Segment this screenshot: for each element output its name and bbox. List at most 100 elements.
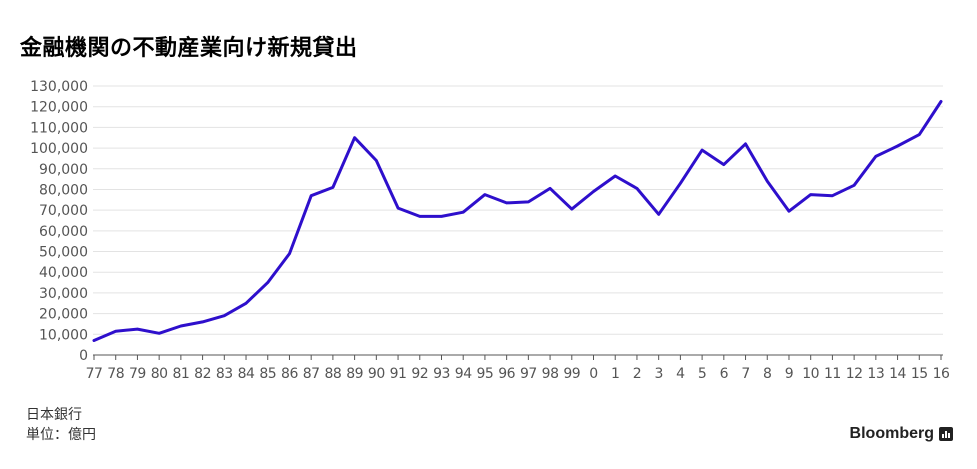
- data-point: [396, 206, 400, 210]
- data-point: [266, 281, 269, 284]
- chart-title: 金融機関の不動産業向け新規貸出: [20, 36, 358, 61]
- data-point: [331, 186, 335, 189]
- data-point: [700, 148, 704, 152]
- data-point: [288, 252, 291, 255]
- x-tick-label: 79: [129, 366, 146, 382]
- brand-logo: Bloomberg: [850, 425, 953, 443]
- data-point: [592, 190, 595, 193]
- x-tick-label: 8: [763, 366, 771, 382]
- x-tick-label: 77: [86, 366, 103, 382]
- data-point: [548, 187, 552, 190]
- data-point: [309, 194, 313, 197]
- x-tick-label: 84: [238, 366, 255, 382]
- data-point: [679, 182, 682, 185]
- x-tick-label: 82: [194, 366, 211, 382]
- data-point: [136, 327, 139, 331]
- data-point: [375, 159, 378, 162]
- x-tick-label: 98: [542, 366, 559, 382]
- brand-name: Bloomberg: [849, 425, 934, 442]
- x-tick-label: 3: [654, 366, 662, 382]
- x-tick-label: 16: [933, 366, 950, 382]
- x-tick-label: 89: [346, 366, 363, 382]
- x-tick-label: 7: [741, 366, 749, 382]
- x-tick-label: 93: [433, 366, 450, 382]
- unit-label: 単位：億円: [26, 427, 96, 443]
- data-point: [92, 339, 96, 342]
- x-tick-label: 92: [411, 366, 428, 382]
- x-tick-label: 6: [720, 366, 729, 382]
- x-tick-label: 96: [498, 366, 515, 382]
- x-tick-label: 91: [390, 366, 407, 382]
- x-tick-label: 90: [368, 366, 385, 382]
- y-tick-label: 20,000: [39, 307, 88, 323]
- data-point: [874, 155, 878, 158]
- data-point: [896, 144, 899, 148]
- x-tick-label: 4: [676, 366, 685, 382]
- series-line: [92, 100, 943, 342]
- data-point: [505, 201, 508, 205]
- data-point: [852, 184, 856, 187]
- x-tick-label: 1: [611, 366, 619, 382]
- y-tick-label: 60,000: [39, 224, 88, 240]
- x-tick-label: 14: [889, 366, 906, 382]
- y-tick-label: 30,000: [39, 286, 88, 302]
- data-point: [918, 133, 921, 136]
- x-tick-label: 95: [477, 366, 494, 382]
- source-label: 日本銀行: [26, 407, 82, 423]
- data-point: [766, 179, 769, 183]
- data-point: [614, 174, 617, 178]
- x-tick-label: 80: [151, 366, 168, 382]
- data-point: [179, 324, 183, 328]
- x-tick-label: 97: [520, 366, 537, 382]
- y-tick-label: 130,000: [30, 79, 88, 95]
- data-point: [244, 302, 248, 305]
- x-tick-label: 11: [824, 366, 841, 382]
- data-point: [722, 163, 726, 166]
- x-tick-label: 86: [281, 366, 298, 382]
- data-point: [831, 194, 834, 197]
- y-tick-label: 40,000: [39, 265, 88, 281]
- x-tick-label: 15: [911, 366, 928, 382]
- x-tick-label: 12: [846, 366, 863, 382]
- data-point: [570, 207, 573, 211]
- y-tick-label: 90,000: [39, 162, 88, 178]
- data-point: [657, 213, 660, 216]
- data-point: [440, 215, 443, 218]
- data-point: [635, 187, 639, 190]
- x-tick-label: 13: [867, 366, 884, 382]
- x-tick-label: 0: [589, 366, 597, 382]
- x-tick-label: 2: [633, 366, 641, 382]
- x-tick-label: 78: [107, 366, 124, 382]
- x-tick-label: 83: [216, 366, 233, 382]
- data-point: [483, 193, 487, 196]
- data-point: [114, 330, 117, 333]
- x-tick-label: 81: [172, 366, 189, 382]
- data-point: [809, 193, 812, 196]
- data-point: [223, 314, 226, 317]
- data-point: [157, 332, 161, 335]
- x-tick-label: 94: [455, 366, 472, 382]
- data-point: [418, 215, 421, 218]
- data-point: [353, 136, 356, 139]
- y-tick-label: 50,000: [39, 245, 88, 261]
- x-tick-label: 85: [259, 366, 276, 382]
- x-tick-label: 5: [698, 366, 706, 382]
- data-point: [787, 209, 791, 213]
- bloomberg-bars-icon: [939, 427, 953, 441]
- data-point: [201, 320, 204, 324]
- x-tick-label: 87: [303, 366, 320, 382]
- x-tick-label: 10: [802, 366, 819, 382]
- data-point: [527, 200, 530, 204]
- y-tick-label: 110,000: [30, 120, 88, 136]
- data-point: [462, 211, 465, 214]
- y-tick-label: 80,000: [39, 182, 88, 198]
- y-tick-label: 70,000: [39, 203, 88, 219]
- x-tick-label: 88: [324, 366, 341, 382]
- data-point: [744, 142, 747, 146]
- y-tick-label: 10,000: [39, 327, 88, 343]
- y-tick-label: 0: [79, 348, 88, 364]
- x-tick-label: 9: [785, 366, 793, 382]
- y-tick-label: 100,000: [30, 141, 88, 157]
- x-tick-label: 99: [563, 366, 580, 382]
